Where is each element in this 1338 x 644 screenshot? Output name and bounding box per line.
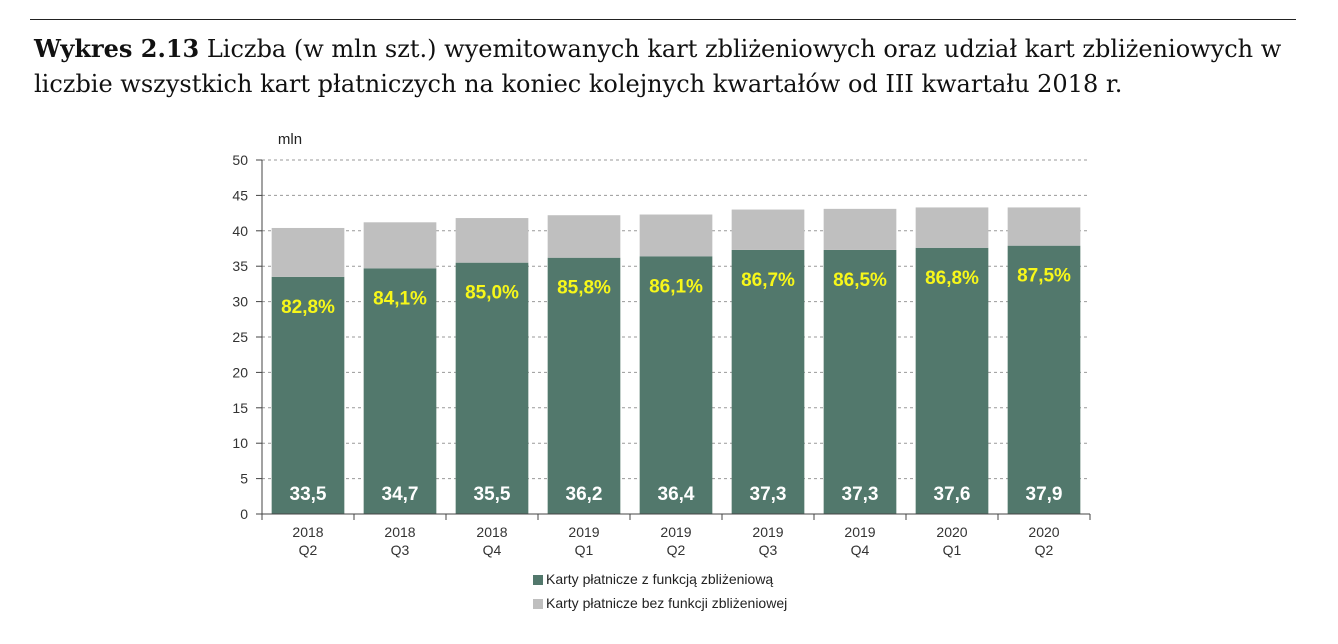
bar-contactless [639, 256, 713, 514]
legend-label: Karty płatnicze z funkcją zbliżeniową [546, 571, 773, 587]
value-label: 37,3 [842, 484, 879, 505]
legend-label: Karty płatnicze bez funkcji zbliżeniowej [546, 595, 787, 611]
y-tick-label: 5 [240, 471, 248, 487]
data-labels: 33,5 82,8% 34,7 84,1% 35,5 85,0% 36,2 85,8% 36,4… [281, 266, 1071, 505]
share-label: 84,1% [373, 288, 427, 309]
y-axis-unit-label: mln [278, 131, 302, 148]
share-label: 85,8% [557, 278, 611, 299]
x-tick-label: 2018 [476, 524, 507, 540]
bar-contactless [547, 257, 621, 514]
bar-contactless [915, 247, 989, 515]
bar-non-contactless [823, 208, 897, 250]
share-label: 87,5% [1017, 266, 1071, 287]
figure-caption: Wykres 2.13 Liczba (w mln szt.) wyemitow… [34, 31, 1294, 102]
value-label: 36,4 [658, 484, 695, 505]
bar-non-contactless [639, 214, 713, 257]
x-tick-label: 2020 [936, 524, 967, 540]
legend: Karty płatnicze z funkcją zbliżeniową Kar… [533, 571, 787, 611]
y-tick-label: 30 [232, 294, 248, 310]
x-tick-label: Q4 [851, 542, 870, 558]
x-tick-label: Q2 [299, 542, 318, 558]
bar-contactless [731, 249, 805, 514]
y-tick-label: 50 [232, 152, 248, 168]
value-label: 37,6 [934, 484, 971, 505]
x-tick-label: Q2 [667, 542, 686, 558]
bar-non-contactless [271, 227, 345, 277]
share-label: 86,5% [833, 270, 887, 291]
x-tick-label: 2019 [844, 524, 875, 540]
share-label: 86,7% [741, 270, 795, 291]
share-label: 82,8% [281, 297, 335, 318]
bar-non-contactless [455, 218, 529, 263]
x-tick-label: 2019 [660, 524, 691, 540]
x-tick-label: Q3 [391, 542, 410, 558]
bar-non-contactless [363, 222, 437, 269]
bar-non-contactless [731, 209, 805, 250]
bar-non-contactless [915, 207, 989, 248]
x-tick-label: 2020 [1028, 524, 1059, 540]
x-tick-label: 2019 [752, 524, 783, 540]
x-tick-label: Q1 [943, 542, 962, 558]
y-tick-label: 20 [232, 364, 248, 380]
y-tick-label: 25 [232, 329, 248, 345]
bar-contactless [1007, 245, 1081, 514]
value-label: 33,5 [290, 484, 327, 505]
x-tick-label: 2018 [384, 524, 415, 540]
bar-contactless [823, 249, 897, 514]
x-tick-label: Q2 [1035, 542, 1054, 558]
bar-non-contactless [1007, 207, 1081, 246]
y-tick-label: 45 [232, 187, 248, 203]
bar-contactless [363, 268, 437, 514]
bar-contactless [455, 262, 529, 514]
share-label: 86,1% [649, 276, 703, 297]
y-tick-label: 0 [240, 506, 248, 522]
bar-non-contactless [547, 215, 621, 258]
x-tick-label: 2018 [292, 524, 323, 540]
x-tick-label: Q3 [759, 542, 778, 558]
figure-number: Wykres 2.13 [34, 34, 200, 63]
value-label: 36,2 [566, 484, 603, 505]
bar-contactless [271, 276, 345, 514]
axes: 0 5 10 15 20 25 30 35 40 45 50 mln 2018 Q2 2018 Q3 2018 Q… [232, 131, 1091, 558]
x-tick-label: Q4 [483, 542, 502, 558]
legend-swatch [533, 599, 543, 609]
x-tick-label: 2019 [568, 524, 599, 540]
y-tick-label: 40 [232, 223, 248, 239]
y-tick-label: 35 [232, 258, 248, 274]
y-tick-label: 10 [232, 435, 248, 451]
x-tick-label: Q1 [575, 542, 594, 558]
top-rule [30, 19, 1296, 20]
value-label: 37,3 [750, 484, 787, 505]
value-label: 34,7 [382, 484, 419, 505]
share-label: 85,0% [465, 283, 519, 304]
share-label: 86,8% [925, 268, 979, 289]
value-label: 35,5 [474, 484, 511, 505]
bars [271, 207, 1081, 515]
legend-swatch [533, 575, 543, 585]
y-tick-label: 15 [232, 400, 248, 416]
figure-caption-text: Liczba (w mln szt.) wyemitowanych kart z… [34, 35, 1282, 98]
value-label: 37,9 [1026, 484, 1063, 505]
